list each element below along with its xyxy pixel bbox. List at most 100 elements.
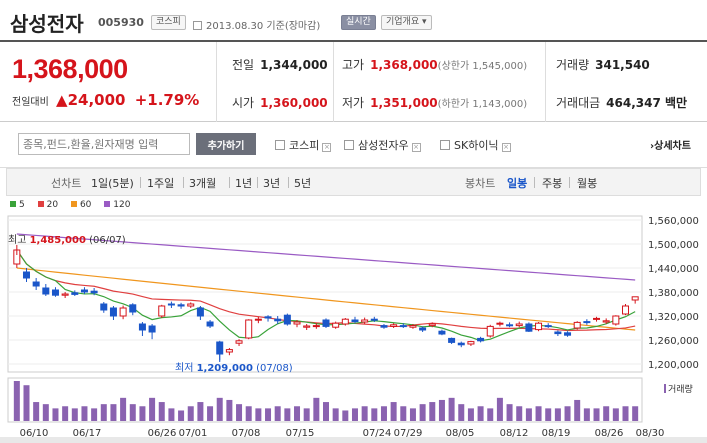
legend-ma20: 20 — [37, 200, 58, 210]
candle-body — [351, 319, 359, 323]
volume-bar — [81, 406, 88, 421]
volume-bar — [409, 408, 416, 421]
volume-bar — [226, 399, 233, 421]
candle-body — [283, 314, 291, 325]
volume-bar — [535, 406, 542, 421]
candle-body — [206, 321, 214, 327]
candle-body — [303, 325, 311, 328]
checkbox-icon[interactable] — [344, 140, 354, 150]
volume-bar — [574, 399, 581, 421]
period-bar: 선차트 1일(5분) 1주일 3개월 1년 3년 5년 봉차트 일봉 주봉 월봉 — [6, 168, 701, 196]
compare-bar: 추가하기 코스피× 삼성전자우× SK하이닉× ›상세차트 — [0, 122, 707, 168]
candle-body — [544, 325, 552, 328]
candle-body — [100, 303, 108, 311]
volume-bar — [313, 397, 320, 421]
compare-checkbox-sk-hynix[interactable]: SK하이닉 × — [440, 137, 511, 153]
remove-icon[interactable]: × — [411, 143, 421, 152]
volume-bar — [506, 404, 513, 421]
realtime-button[interactable]: 실시간 — [341, 15, 376, 30]
period-1week[interactable]: 1주일 — [147, 177, 175, 190]
open-price: 시가 1,360,000 — [232, 96, 328, 110]
candle-body — [187, 303, 195, 307]
low-price: 저가 1,351,000(하한가 1,143,000) — [342, 96, 528, 110]
volume-bar — [361, 406, 368, 421]
volume-bar — [110, 404, 117, 421]
compare-search-input[interactable] — [18, 133, 190, 155]
change-value: ▲24,000 — [56, 91, 126, 109]
volume-bar — [197, 402, 204, 421]
candle-body — [332, 322, 340, 328]
x-tick-label: 08/19 — [542, 428, 571, 439]
checkbox-icon[interactable] — [275, 140, 285, 150]
period-3month[interactable]: 3개월 — [189, 177, 217, 190]
divider — [545, 42, 546, 122]
period-5year[interactable]: 5년 — [294, 177, 312, 190]
volume-bar — [274, 406, 281, 421]
add-compare-button[interactable]: 추가하기 — [196, 133, 256, 155]
prev-close: 전일 1,344,000 — [232, 58, 328, 72]
volume-bar — [187, 406, 194, 421]
candle-body — [622, 305, 630, 315]
current-price: 1,368,000 — [12, 54, 128, 84]
candle-body — [264, 316, 272, 319]
candle-body — [448, 337, 456, 343]
volume-bar — [632, 406, 639, 421]
volume-bar — [545, 408, 552, 421]
volume-bar — [149, 397, 156, 421]
y-tick-label: 1,380,000 — [648, 288, 699, 299]
candle-chart-label: 봉차트 — [465, 177, 496, 190]
y-tick-label: 1,500,000 — [648, 240, 699, 251]
compare-checkbox-samsung-pref[interactable]: 삼성전자우 × — [344, 137, 421, 153]
period-weekly[interactable]: 주봉 — [542, 177, 563, 190]
candle-body — [438, 330, 446, 335]
y-tick-label: 1,440,000 — [648, 264, 699, 275]
volume-bar — [603, 406, 610, 421]
price-plot-frame — [7, 215, 643, 373]
candle-body — [32, 281, 40, 287]
company-info-dropdown[interactable]: 기업개요 ▾ — [381, 15, 432, 30]
candle-body — [80, 289, 88, 293]
volume-bar — [129, 404, 136, 421]
period-monthly[interactable]: 월봉 — [577, 177, 598, 190]
calendar-icon — [193, 21, 202, 30]
volume-bar — [477, 406, 484, 421]
volume-bar — [564, 406, 571, 421]
candle-body — [312, 325, 320, 328]
volume-bar — [284, 408, 291, 421]
x-tick-label: 08/26 — [595, 428, 624, 439]
candle-body — [419, 327, 427, 331]
period-daily[interactable]: 일봉 — [507, 177, 528, 190]
compare-checkbox-kospi[interactable]: 코스피 × — [275, 137, 332, 153]
volume-bar — [42, 404, 49, 421]
period-3year[interactable]: 3년 — [263, 177, 281, 190]
volume-bar — [323, 402, 329, 421]
trade-amount: 거래대금 464,347 백만 — [556, 96, 688, 110]
candle-body — [390, 324, 398, 327]
candle-body — [361, 319, 369, 323]
detail-chart-link[interactable]: ›상세차트 — [650, 141, 691, 152]
period-1year[interactable]: 1년 — [235, 177, 253, 190]
volume-bar — [265, 408, 272, 421]
candle-body — [109, 307, 117, 317]
remove-icon[interactable]: × — [322, 143, 332, 152]
candle-body — [225, 349, 233, 353]
high-annotation: 최고 1,485,000 (06/07) — [8, 234, 126, 246]
candle-body — [254, 318, 262, 321]
volume-bar — [448, 397, 455, 421]
checkbox-icon[interactable] — [440, 140, 450, 150]
candle-body — [235, 340, 243, 344]
x-tick-label: 07/24 — [363, 428, 392, 439]
candle-body — [506, 324, 514, 327]
volume-bar — [516, 406, 523, 421]
low-annotation: 최저 1,209,000 (07/08) — [175, 362, 293, 374]
period-1day[interactable]: 1일(5분) — [91, 177, 134, 190]
candle-body — [583, 321, 591, 324]
volume-legend-swatch — [664, 384, 666, 393]
remove-icon[interactable]: × — [501, 143, 511, 152]
candle-body — [399, 325, 407, 328]
volume-bar — [390, 402, 397, 421]
volume-bar — [168, 408, 175, 421]
volume-plot-frame — [7, 377, 643, 423]
candle-body — [322, 319, 330, 327]
